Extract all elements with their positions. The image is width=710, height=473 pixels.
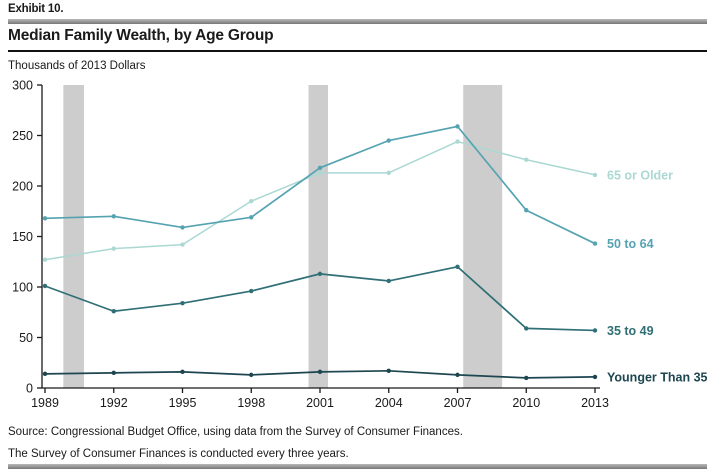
series-point-younger-than-35 (249, 372, 254, 378)
series-point-35-to-49 (592, 328, 598, 333)
x-axis-tick-label: 1992 (100, 396, 128, 410)
y-axis-units-label: Thousands of 2013 Dollars (8, 60, 146, 72)
series-point-65-or-older (386, 170, 391, 176)
series-point-younger-than-35 (455, 372, 460, 378)
series-point-35-to-49 (111, 309, 116, 314)
series-point-35-to-49 (180, 300, 185, 306)
y-axis-tick-label: 100 (12, 281, 33, 295)
series-point-35-to-49 (524, 326, 529, 331)
series-point-35-to-49 (42, 283, 48, 289)
source-note: Source: Congressional Budget Office, usi… (8, 426, 463, 438)
title-rule (8, 50, 707, 52)
bottom-divider-bar (8, 464, 707, 469)
y-axis-tick-label: 200 (12, 180, 33, 194)
survey-note: The Survey of Consumer Finances is condu… (8, 448, 349, 460)
y-axis-tick-label: 250 (12, 129, 33, 143)
series-point-50-to-64 (386, 138, 391, 143)
x-axis-tick-label: 2004 (375, 396, 403, 410)
y-axis-tick-label: 0 (26, 382, 33, 396)
y-axis-tick-label: 150 (12, 230, 33, 244)
series-point-65-or-older (455, 139, 460, 144)
x-axis-tick-label: 2013 (581, 396, 609, 410)
y-axis-tick-label: 300 (12, 79, 33, 93)
series-point-younger-than-35 (180, 369, 185, 375)
x-axis-tick-label: 1989 (31, 396, 59, 410)
series-point-younger-than-35 (386, 368, 391, 374)
series-point-35-to-49 (317, 271, 323, 277)
series-point-65-or-older (592, 172, 598, 178)
series-point-65-or-older (111, 246, 116, 251)
top-divider-bar (8, 19, 707, 24)
series-point-younger-than-35 (111, 370, 116, 376)
series-point-younger-than-35 (524, 375, 529, 381)
x-axis-tick-label: 1995 (169, 396, 197, 410)
series-point-younger-than-35 (317, 369, 323, 375)
series-label-35-to-49: 35 to 49 (607, 324, 654, 338)
series-point-younger-than-35 (42, 371, 48, 377)
page-title: Median Family Wealth, by Age Group (8, 27, 274, 44)
series-label-50-to-64: 50 to 64 (607, 237, 654, 251)
series-label-65-or-older: 65 or Older (607, 168, 673, 182)
y-axis-tick-label: 50 (19, 331, 33, 345)
series-point-50-to-64 (592, 241, 598, 246)
series-point-50-to-64 (249, 215, 254, 220)
series-point-65-or-older (249, 198, 254, 204)
series-point-35-to-49 (249, 288, 254, 294)
x-axis-tick-label: 2001 (306, 396, 334, 410)
series-point-65-or-older (317, 170, 323, 176)
series-point-50-to-64 (524, 208, 529, 213)
x-axis-tick-label: 2007 (444, 396, 472, 410)
series-point-65-or-older (524, 157, 529, 162)
series-point-50-to-64 (455, 124, 460, 129)
x-axis-tick-label: 2010 (512, 396, 540, 410)
series-point-50-to-64 (317, 165, 323, 171)
series-point-50-to-64 (180, 225, 185, 230)
series-label-younger-than-35: Younger Than 35 (607, 370, 708, 384)
series-point-50-to-64 (111, 214, 116, 219)
series-point-35-to-49 (455, 264, 460, 269)
series-point-65-or-older (180, 242, 185, 247)
recession-band (463, 85, 503, 388)
series-point-65-or-older (42, 257, 48, 262)
x-axis-tick-label: 1998 (237, 396, 265, 410)
series-point-50-to-64 (42, 216, 48, 221)
series-point-younger-than-35 (592, 374, 598, 380)
series-point-35-to-49 (386, 278, 391, 284)
recession-band (63, 85, 84, 388)
exhibit-label: Exhibit 10. (8, 3, 64, 15)
recession-band (308, 85, 329, 388)
